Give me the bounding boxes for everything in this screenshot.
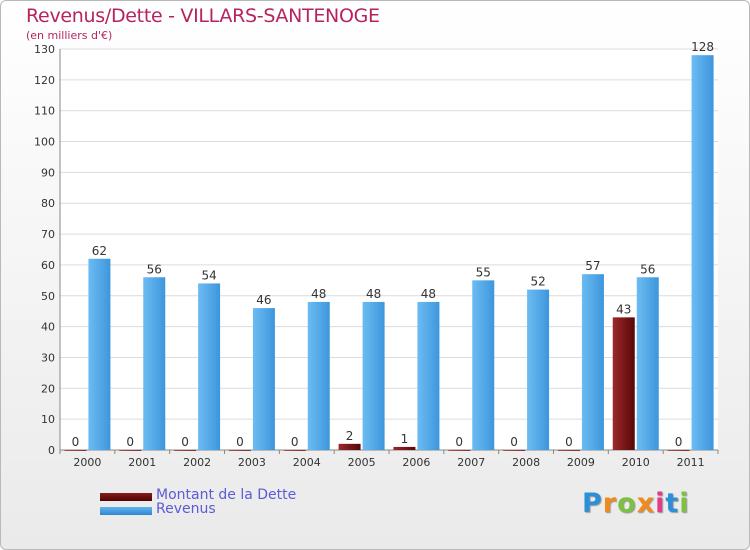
bar-dette	[228, 450, 251, 451]
x-tick-label: 2004	[293, 456, 321, 469]
bar-revenus	[362, 301, 385, 450]
chart-subtitle: (en milliers d'€)	[26, 29, 113, 42]
bar-dette	[393, 446, 416, 450]
y-tick-label: 60	[41, 259, 55, 272]
x-tick-label: 2005	[348, 456, 376, 469]
data-label-dette: 0	[291, 435, 299, 449]
bar-revenus	[636, 277, 659, 450]
data-label-revenus: 48	[421, 287, 436, 301]
y-tick-label: 90	[41, 166, 55, 179]
logo-letter: P	[582, 488, 603, 519]
y-tick-label: 70	[41, 228, 55, 241]
bar-dette	[338, 443, 361, 450]
logo-letter: o	[617, 488, 637, 519]
y-tick-label: 110	[34, 105, 55, 118]
chart-title: Revenus/Dette - VILLARS-SANTENOGE	[26, 5, 380, 27]
logo-letter: x	[636, 488, 656, 519]
data-label-revenus: 56	[640, 262, 655, 276]
x-tick-label: 2000	[73, 456, 101, 469]
y-tick-label: 80	[41, 197, 55, 210]
legend-swatch-dette	[100, 493, 152, 501]
logo-letter: t	[665, 488, 680, 519]
y-tick-label: 0	[48, 444, 55, 457]
x-tick-label: 2006	[402, 456, 430, 469]
data-label-revenus: 57	[585, 259, 600, 273]
data-label-dette: 0	[72, 435, 80, 449]
bar-revenus	[198, 283, 221, 450]
data-label-dette: 0	[236, 435, 244, 449]
y-tick-label: 50	[41, 290, 55, 303]
bar-dette	[612, 317, 635, 450]
bar-revenus	[143, 277, 166, 450]
data-label-dette: 0	[126, 435, 134, 449]
x-tick-label: 2001	[128, 456, 156, 469]
legend-label-dette: Montant de la Dette	[156, 487, 297, 503]
x-tick-label: 2002	[183, 456, 211, 469]
bar-dette	[174, 450, 197, 451]
x-tick-label: 2003	[238, 456, 266, 469]
legend-swatch-revenus	[100, 507, 152, 515]
legend-label-revenus: Revenus	[156, 501, 216, 517]
bar-dette	[283, 450, 306, 451]
data-label-revenus: 62	[92, 244, 107, 258]
bar-dette	[503, 450, 526, 451]
data-label-dette: 0	[181, 435, 189, 449]
x-tick-label: 2011	[677, 456, 705, 469]
bar-dette	[448, 450, 471, 451]
bar-revenus	[472, 280, 495, 450]
y-tick-label: 20	[41, 382, 55, 395]
data-label-dette: 0	[510, 435, 518, 449]
data-label-dette: 1	[401, 432, 409, 446]
x-tick-label: 2008	[512, 456, 540, 469]
y-tick-label: 30	[41, 351, 55, 364]
bar-dette	[557, 450, 580, 451]
y-tick-label: 130	[34, 43, 55, 56]
data-label-dette: 0	[565, 435, 573, 449]
y-tick-label: 40	[41, 321, 55, 334]
bar-revenus	[88, 258, 111, 450]
data-label-dette: 43	[616, 302, 631, 316]
x-tick-label: 2007	[457, 456, 485, 469]
bar-dette	[667, 450, 690, 451]
bar-revenus	[581, 274, 604, 450]
data-label-dette: 0	[455, 435, 463, 449]
data-label-revenus: 46	[256, 293, 271, 307]
bar-revenus	[527, 289, 550, 450]
y-tick-label: 100	[34, 136, 55, 149]
logo-letter: i	[679, 488, 690, 519]
data-label-revenus: 54	[201, 268, 216, 282]
data-label-revenus: 52	[530, 275, 545, 289]
data-label-revenus: 128	[691, 40, 714, 54]
x-tick-label: 2009	[567, 456, 595, 469]
x-tick-label: 2010	[622, 456, 650, 469]
data-label-dette: 0	[675, 435, 683, 449]
bar-revenus	[252, 308, 275, 450]
plot-area	[60, 49, 718, 450]
bar-revenus	[307, 301, 330, 450]
data-label-revenus: 48	[311, 287, 326, 301]
data-label-revenus: 56	[147, 262, 162, 276]
proxiti-logo: Proxiti	[582, 488, 690, 519]
data-label-revenus: 55	[476, 265, 491, 279]
bar-revenus	[417, 301, 440, 450]
logo-letter: r	[602, 488, 618, 519]
bar-revenus	[691, 55, 714, 451]
data-label-revenus: 48	[366, 287, 381, 301]
data-label-dette: 2	[346, 429, 354, 443]
bar-dette	[64, 450, 87, 451]
logo-letter: i	[655, 488, 666, 519]
bar-dette	[119, 450, 142, 451]
y-tick-label: 10	[41, 413, 55, 426]
y-tick-label: 120	[34, 74, 55, 87]
